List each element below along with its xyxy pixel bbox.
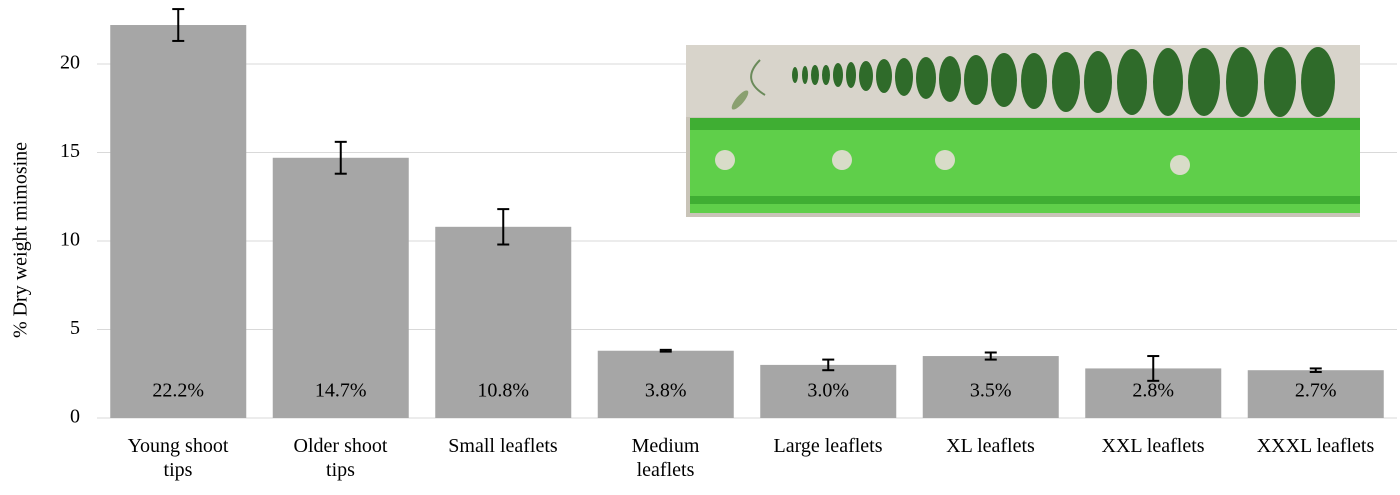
bar [110, 25, 247, 419]
bar [597, 350, 734, 418]
y-tick-label: 15 [60, 140, 80, 162]
value-label: 2.7% [1295, 380, 1337, 402]
y-tick-label: 10 [60, 229, 80, 251]
value-label: 3.8% [645, 380, 687, 402]
y-tick-label: 5 [70, 317, 80, 339]
value-label: 14.7% [315, 380, 367, 402]
value-label: 3.5% [970, 380, 1012, 402]
y-tick-label: 20 [60, 52, 80, 74]
bar [760, 364, 897, 418]
x-tick-label: Young shoot tips [127, 435, 229, 481]
x-tick-label: XXXL leaflets [1256, 435, 1375, 457]
error-bar [659, 348, 672, 353]
error-bar [822, 358, 835, 372]
x-tick-label: XL leaflets [946, 435, 1035, 457]
value-label: 22.2% [152, 380, 204, 402]
x-tick-label: XXL leaflets [1101, 435, 1205, 457]
x-tick-label: Large leaflets [773, 435, 883, 457]
x-tick-label: Medium leaflets [631, 435, 700, 481]
y-tick-label: 0 [70, 406, 80, 428]
error-bar [1309, 367, 1322, 373]
error-bar [172, 8, 185, 42]
x-tick-label: Small leaflets [448, 435, 558, 457]
error-bar [497, 208, 510, 246]
value-label: 3.0% [807, 380, 849, 402]
inset-photo [686, 45, 1360, 217]
value-label: 10.8% [477, 380, 529, 402]
error-bar [984, 351, 997, 361]
y-axis-title: % Dry weight mimosine [10, 142, 32, 338]
value-label: 2.8% [1132, 380, 1174, 402]
bar [435, 226, 572, 418]
x-tick-label: Older shoot tips [293, 435, 388, 481]
error-bar [1147, 355, 1160, 382]
bar [1247, 370, 1384, 418]
bar [272, 157, 409, 418]
error-bar [334, 140, 347, 175]
bar [922, 356, 1059, 418]
